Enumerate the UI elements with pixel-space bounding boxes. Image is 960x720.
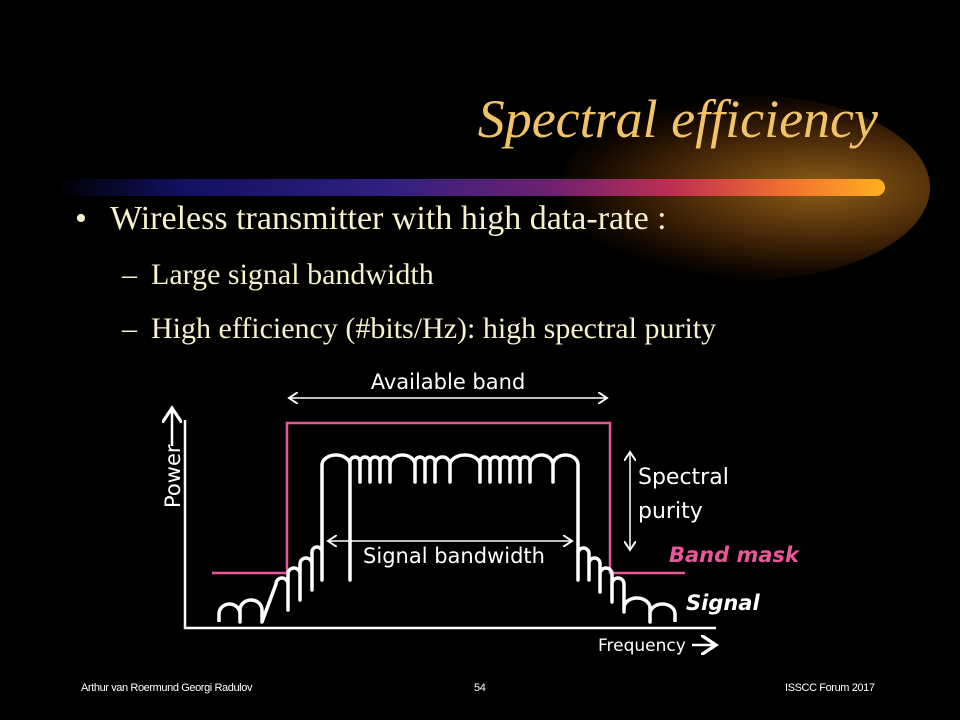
slide-title: Spectral efficiency xyxy=(477,89,878,149)
signal-spectrum xyxy=(217,453,677,624)
sub-bullet-2: – High efficiency (#bits/Hz): high spectr… xyxy=(122,312,716,346)
band-mask-line xyxy=(212,421,685,575)
spectral-purity-label: purity xyxy=(638,499,703,524)
bullet-icon: • xyxy=(75,200,87,237)
dash-icon: – xyxy=(122,312,137,345)
x-axis-label: Frequency xyxy=(598,636,686,656)
available-band-label: Available band xyxy=(371,370,526,394)
signal-label: Signal xyxy=(686,591,760,615)
footer-authors: Arthur van Roermund Georgi Radulov xyxy=(81,682,253,694)
axes xyxy=(183,420,716,630)
sub-bullet-text: Large signal bandwidth xyxy=(151,258,434,291)
footer-event: ISSCC Forum 2017 xyxy=(785,682,875,694)
sub-bullet-1: – Large signal bandwidth xyxy=(122,258,434,292)
band-mask-label: Band mask xyxy=(669,543,801,567)
y-axis-label: Power xyxy=(161,444,185,508)
signal-bandwidth-label: Signal bandwidth xyxy=(363,544,545,568)
bullet-text: Wireless transmitter with high data-rate… xyxy=(110,200,667,237)
title-underline-swoosh xyxy=(55,179,885,196)
dash-icon: – xyxy=(122,258,137,291)
spectral-purity-label: Spectral xyxy=(638,465,729,490)
footer-page-number: 54 xyxy=(474,682,486,694)
bullet-1: • Wireless transmitter with high data-rat… xyxy=(75,200,667,238)
sub-bullet-text: High efficiency (#bits/Hz): high spectra… xyxy=(151,312,717,345)
